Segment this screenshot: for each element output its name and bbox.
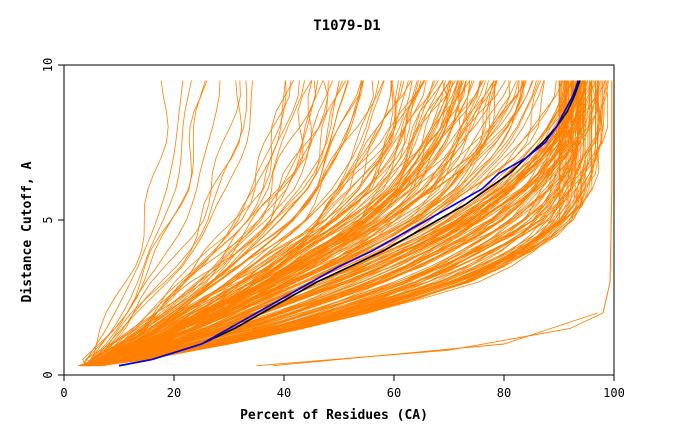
orange-model-line [86, 80, 572, 367]
x-tick-label: 60 [387, 386, 401, 400]
orange-model-line [96, 80, 574, 367]
orange-model-line [94, 80, 597, 367]
orange-model-line [77, 80, 451, 367]
orange-model-line [90, 80, 576, 367]
orange-model-line [87, 80, 586, 367]
y-axis-ticks: 0 5 10 [41, 58, 64, 379]
orange-model-line [94, 80, 459, 367]
x-tick-label: 100 [603, 386, 625, 400]
orange-model-line [83, 80, 294, 366]
orange-model-line [98, 80, 495, 367]
y-axis-label: Distance Cutoff, A [20, 161, 35, 302]
orange-model-line [85, 80, 319, 367]
plot-area [77, 80, 613, 367]
orange-model-line [92, 80, 169, 367]
orange-model-line [94, 80, 454, 367]
x-tick-label: 20 [167, 386, 181, 400]
orange-model-line [82, 80, 208, 366]
series-line [118, 80, 580, 367]
orange-model-line [85, 80, 426, 367]
orange-model-line [85, 80, 287, 367]
orange-model-line [90, 80, 333, 366]
orange-model-line [89, 80, 192, 367]
orange-model-line [93, 80, 560, 367]
orange-model-line [94, 80, 599, 367]
orange-model-line [89, 80, 533, 367]
orange-model-line [82, 80, 599, 367]
orange-model-line [99, 80, 397, 367]
orange-model-line [94, 80, 243, 366]
y-tick-label: 10 [41, 58, 55, 72]
orange-model-line [83, 80, 221, 367]
x-tick-label: 80 [497, 386, 511, 400]
x-tick-label: 0 [60, 386, 67, 400]
x-tick-label: 40 [277, 386, 291, 400]
orange-model-line [88, 80, 576, 367]
orange-model-line [89, 80, 602, 367]
y-tick-label: 5 [41, 216, 55, 223]
y-tick-label: 0 [41, 371, 55, 378]
orange-model-line [93, 80, 592, 367]
orange-model-line [95, 80, 329, 367]
orange-model-line [90, 80, 312, 366]
orange-model-line [80, 80, 603, 367]
orange-model-line [88, 80, 591, 367]
orange-bundle-lines [77, 80, 613, 367]
orange-edge-line [602, 80, 613, 314]
orange-model-line [85, 80, 545, 367]
orange-model-line [85, 80, 392, 367]
orange-model-line [80, 80, 527, 367]
orange-model-line [98, 80, 495, 366]
orange-model-line [90, 80, 425, 366]
orange-model-line [85, 80, 577, 367]
orange-model-line [92, 80, 463, 367]
orange-model-line [89, 80, 569, 367]
series-layer [118, 80, 581, 367]
orange-model-line [83, 80, 184, 366]
orange-model-line [93, 80, 593, 367]
orange-model-line [82, 80, 486, 367]
orange-model-line [95, 80, 574, 367]
orange-model-line [85, 80, 363, 367]
orange-model-line [88, 80, 349, 367]
orange-model-line [92, 80, 253, 366]
orange-model-line [90, 80, 313, 366]
chart-title: T1079-D1 [313, 18, 380, 34]
x-axis-ticks: 0 20 40 60 80 100 [60, 375, 625, 400]
orange-model-line [85, 80, 507, 367]
orange-model-line [84, 80, 561, 367]
orange-model-line [97, 80, 575, 367]
orange-model-line [91, 80, 519, 367]
orange-model-line [97, 80, 384, 366]
orange-model-line [91, 80, 316, 367]
x-axis-label: Percent of Residues (CA) [240, 408, 428, 423]
orange-outlier-line [272, 312, 598, 367]
orange-model-line [95, 80, 596, 367]
orange-model-line [91, 80, 385, 366]
orange-model-line [94, 80, 446, 367]
orange-model-line [85, 80, 583, 367]
